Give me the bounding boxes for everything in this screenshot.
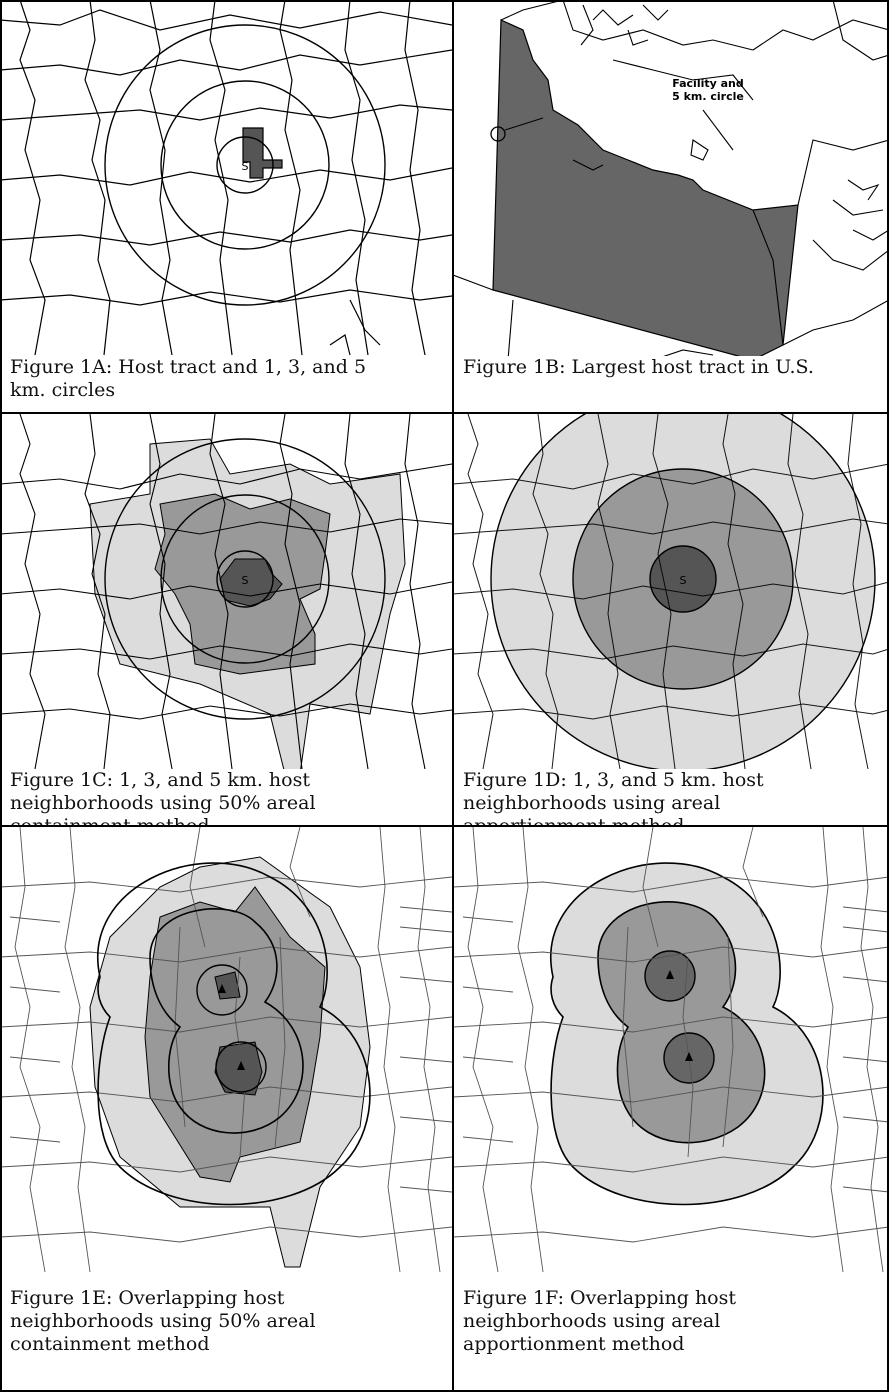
- panel-1b: Facility and 5 km. circle Figure 1B: Lar…: [453, 0, 889, 413]
- divider-row-2: [0, 825, 889, 827]
- caption-1c: Figure 1C: 1, 3, and 5 km. host neighbor…: [10, 769, 440, 826]
- facility-marker: S: [242, 160, 249, 173]
- frame-top: [0, 0, 889, 2]
- map-1d: S: [453, 414, 889, 772]
- caption-1e: Figure 1E: Overlapping host neighborhood…: [10, 1287, 316, 1355]
- panel-1f: Figure 1F: Overlapping host neighborhood…: [453, 827, 889, 1392]
- frame-bottom: [0, 1390, 889, 1392]
- map-1c: S: [0, 414, 452, 775]
- divider-vertical: [452, 0, 454, 1392]
- facility-callout: Facility and 5 km. circle: [672, 77, 744, 103]
- caption-1d: Figure 1D: 1, 3, and 5 km. host neighbor…: [463, 769, 883, 826]
- facility-marker: S: [242, 574, 249, 587]
- divider-row-1: [0, 412, 889, 414]
- facility-marker: S: [680, 574, 687, 587]
- frame-right: [887, 0, 889, 1392]
- map-1b: [453, 0, 889, 361]
- panel-1e: Figure 1E: Overlapping host neighborhood…: [0, 827, 452, 1392]
- caption-1f: Figure 1F: Overlapping host neighborhood…: [463, 1287, 737, 1355]
- caption-1b: Figure 1B: Largest host tract in U.S.: [463, 356, 883, 379]
- map-1f: [453, 827, 889, 1272]
- map-1e: [0, 827, 452, 1272]
- panel-1c: S Figure 1C: 1, 3, and 5 km. host neighb…: [0, 414, 452, 826]
- map-1a: S: [0, 0, 452, 356]
- caption-1a: Figure 1A: Host tract and 1, 3, and 5 km…: [10, 356, 440, 402]
- panel-1a: S Figure 1A: Host tract and 1, 3, and 5 …: [0, 0, 452, 413]
- panel-1d: S Figure 1D: 1, 3, and 5 km. host neighb…: [453, 414, 889, 826]
- frame-left: [0, 0, 2, 1392]
